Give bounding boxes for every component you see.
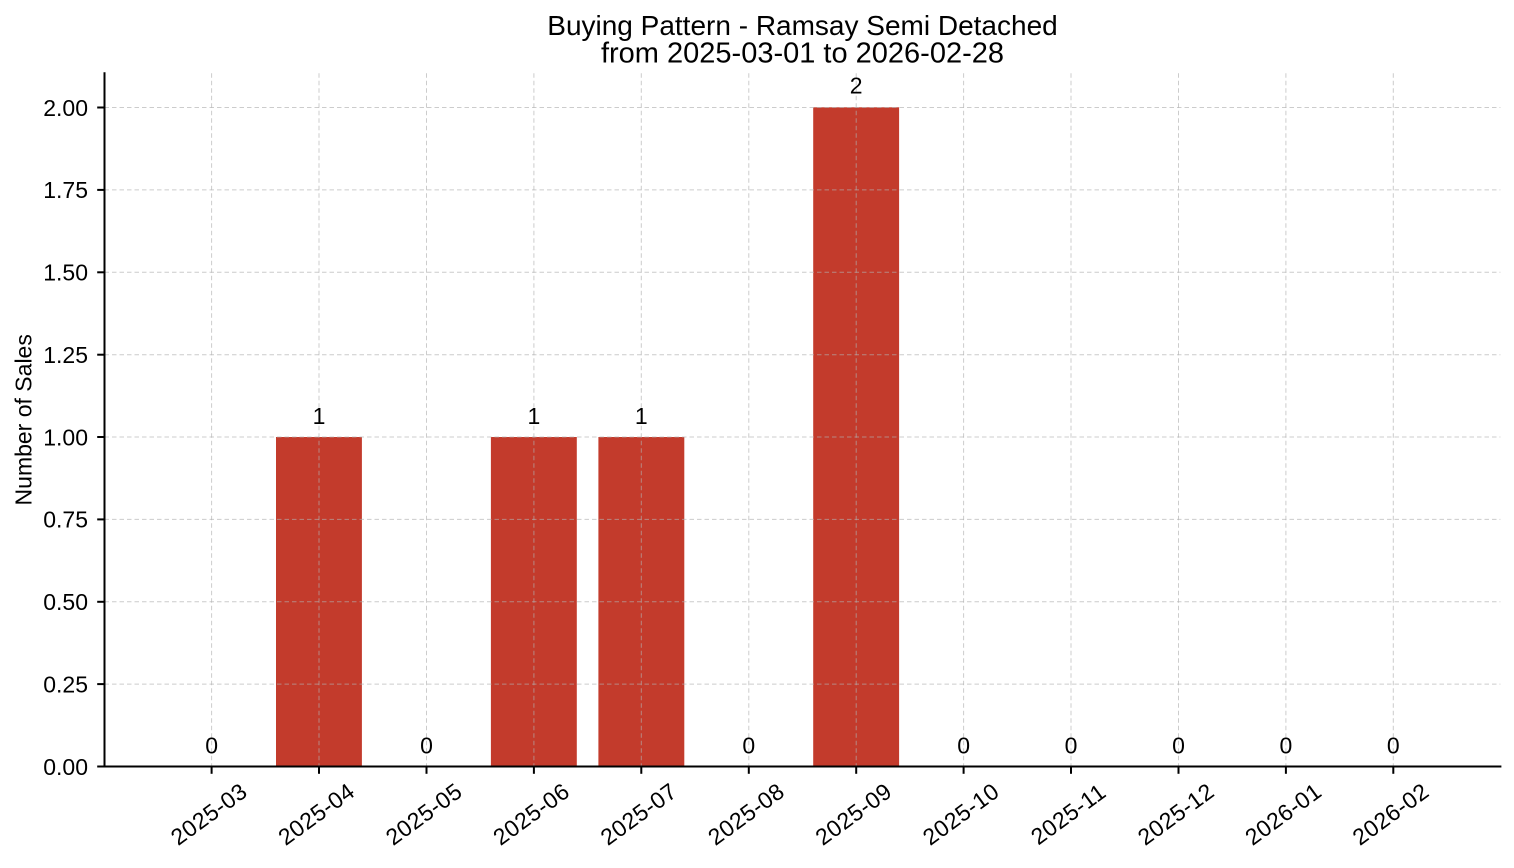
svg-text:Buying Pattern - Ramsay Semi D: Buying Pattern - Ramsay Semi Detached [547, 10, 1057, 41]
svg-text:0: 0 [742, 733, 755, 759]
svg-text:1.50: 1.50 [43, 260, 88, 286]
svg-text:1: 1 [635, 403, 648, 429]
svg-text:1: 1 [313, 403, 326, 429]
svg-text:0.75: 0.75 [43, 507, 88, 533]
svg-text:2: 2 [850, 73, 863, 99]
svg-text:Number of Sales: Number of Sales [11, 334, 37, 505]
svg-text:0.25: 0.25 [43, 671, 88, 697]
svg-text:from 2025-03-01 to 2026-02-28: from 2025-03-01 to 2026-02-28 [601, 38, 1004, 70]
svg-text:0: 0 [1065, 733, 1078, 759]
svg-text:1.00: 1.00 [43, 424, 88, 450]
svg-text:0: 0 [1280, 733, 1293, 759]
svg-text:0.50: 0.50 [43, 589, 88, 615]
svg-text:0: 0 [205, 733, 218, 759]
svg-text:0: 0 [420, 733, 433, 759]
svg-text:0: 0 [1387, 733, 1400, 759]
svg-text:0: 0 [1172, 733, 1185, 759]
svg-text:0: 0 [957, 733, 970, 759]
svg-text:1.25: 1.25 [43, 342, 88, 368]
svg-text:0.00: 0.00 [43, 754, 88, 780]
svg-text:2.00: 2.00 [43, 95, 88, 121]
svg-text:1.75: 1.75 [43, 177, 88, 203]
svg-text:1: 1 [528, 403, 541, 429]
